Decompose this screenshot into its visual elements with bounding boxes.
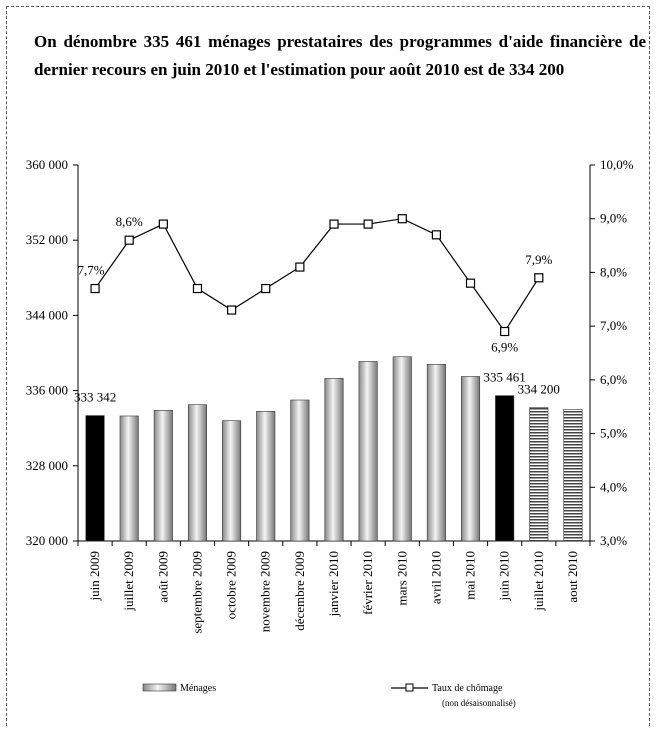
bar: [563, 409, 583, 542]
line-marker: [295, 262, 305, 272]
bar: [222, 420, 242, 542]
bar: [529, 407, 549, 542]
y-tick-label: 320 000: [26, 533, 68, 548]
y-tick-label: 328 000: [26, 458, 68, 473]
x-tick-label: janvier 2010: [326, 551, 341, 617]
x-tick-label: aout 2010: [565, 551, 580, 603]
y2-tick-label: 7,0%: [600, 318, 627, 333]
y2-tick-label: 8,0%: [600, 264, 627, 279]
line-marker: [90, 283, 100, 294]
x-tick-label: juillet 2010: [531, 551, 546, 612]
x-tick-label: juillet 2009: [121, 551, 136, 612]
x-tick-label: juin 2009: [87, 551, 102, 601]
bar: [461, 376, 481, 542]
legend-marker: [405, 683, 414, 692]
bar: [290, 399, 310, 542]
bar: [324, 378, 344, 542]
x-tick-label: juin 2010: [497, 551, 512, 601]
legend-sublabel: (non désaisonnalisé): [442, 698, 516, 708]
bar: [85, 415, 105, 542]
x-tick-label: août 2009: [155, 551, 170, 603]
bar: [392, 356, 412, 542]
y2-tick-label: 9,0%: [600, 211, 627, 226]
x-tick-label: septembre 2009: [189, 551, 204, 634]
y2-tick-label: 10,0%: [600, 157, 634, 172]
line-marker: [534, 273, 544, 283]
line: [94, 218, 540, 333]
y-tick-label: 360 000: [26, 157, 68, 172]
line-marker: [227, 305, 237, 315]
x-tick-label: février 2010: [360, 551, 375, 615]
bar: [187, 404, 207, 542]
line-marker: [431, 230, 441, 240]
bar-label: 335 461: [484, 370, 526, 385]
line-marker: [261, 283, 271, 294]
line-marker: [363, 219, 373, 229]
x-tick-label: mars 2010: [394, 551, 409, 606]
bar-label: 334 200: [518, 382, 560, 397]
line-marker: [158, 219, 168, 229]
legend-label: Ménages: [180, 683, 216, 694]
x-tick-label: mai 2010: [463, 551, 478, 600]
line-label: 8,6%: [116, 214, 143, 229]
line-marker: [124, 235, 134, 245]
y2-tick-label: 3,0%: [600, 533, 627, 548]
y-tick-label: 352 000: [26, 232, 68, 247]
y2-tick-label: 5,0%: [600, 426, 627, 441]
frame: [6, 6, 650, 726]
line-label: 7,9%: [525, 252, 552, 267]
legend-swatch: [142, 683, 177, 692]
bar: [119, 415, 139, 542]
x-tick-label: avril 2010: [428, 551, 443, 604]
line-marker: [500, 326, 510, 337]
bar: [256, 410, 276, 542]
chart-title: On dénombre 335 461 ménages prestataires…: [34, 32, 646, 79]
line-marker: [397, 214, 407, 224]
line-label: 6,9%: [491, 340, 518, 355]
bar-label: 333 342: [74, 390, 116, 405]
y-tick-label: 336 000: [26, 383, 68, 398]
bar: [495, 395, 515, 542]
y2-tick-label: 6,0%: [600, 372, 627, 387]
line-label: 7,7%: [78, 263, 105, 278]
line-marker: [465, 278, 476, 288]
bar: [153, 410, 173, 542]
bar: [358, 361, 378, 542]
bar: [426, 363, 446, 542]
x-tick-label: décembre 2009: [292, 551, 307, 631]
y-tick-label: 344 000: [26, 307, 68, 322]
line-marker: [192, 283, 203, 294]
y2-tick-label: 4,0%: [600, 479, 627, 494]
x-tick-label: octobre 2009: [224, 551, 239, 619]
x-tick-label: novembre 2009: [258, 551, 273, 632]
line-marker: [329, 219, 339, 229]
legend-label: Taux de chômage: [432, 683, 503, 694]
